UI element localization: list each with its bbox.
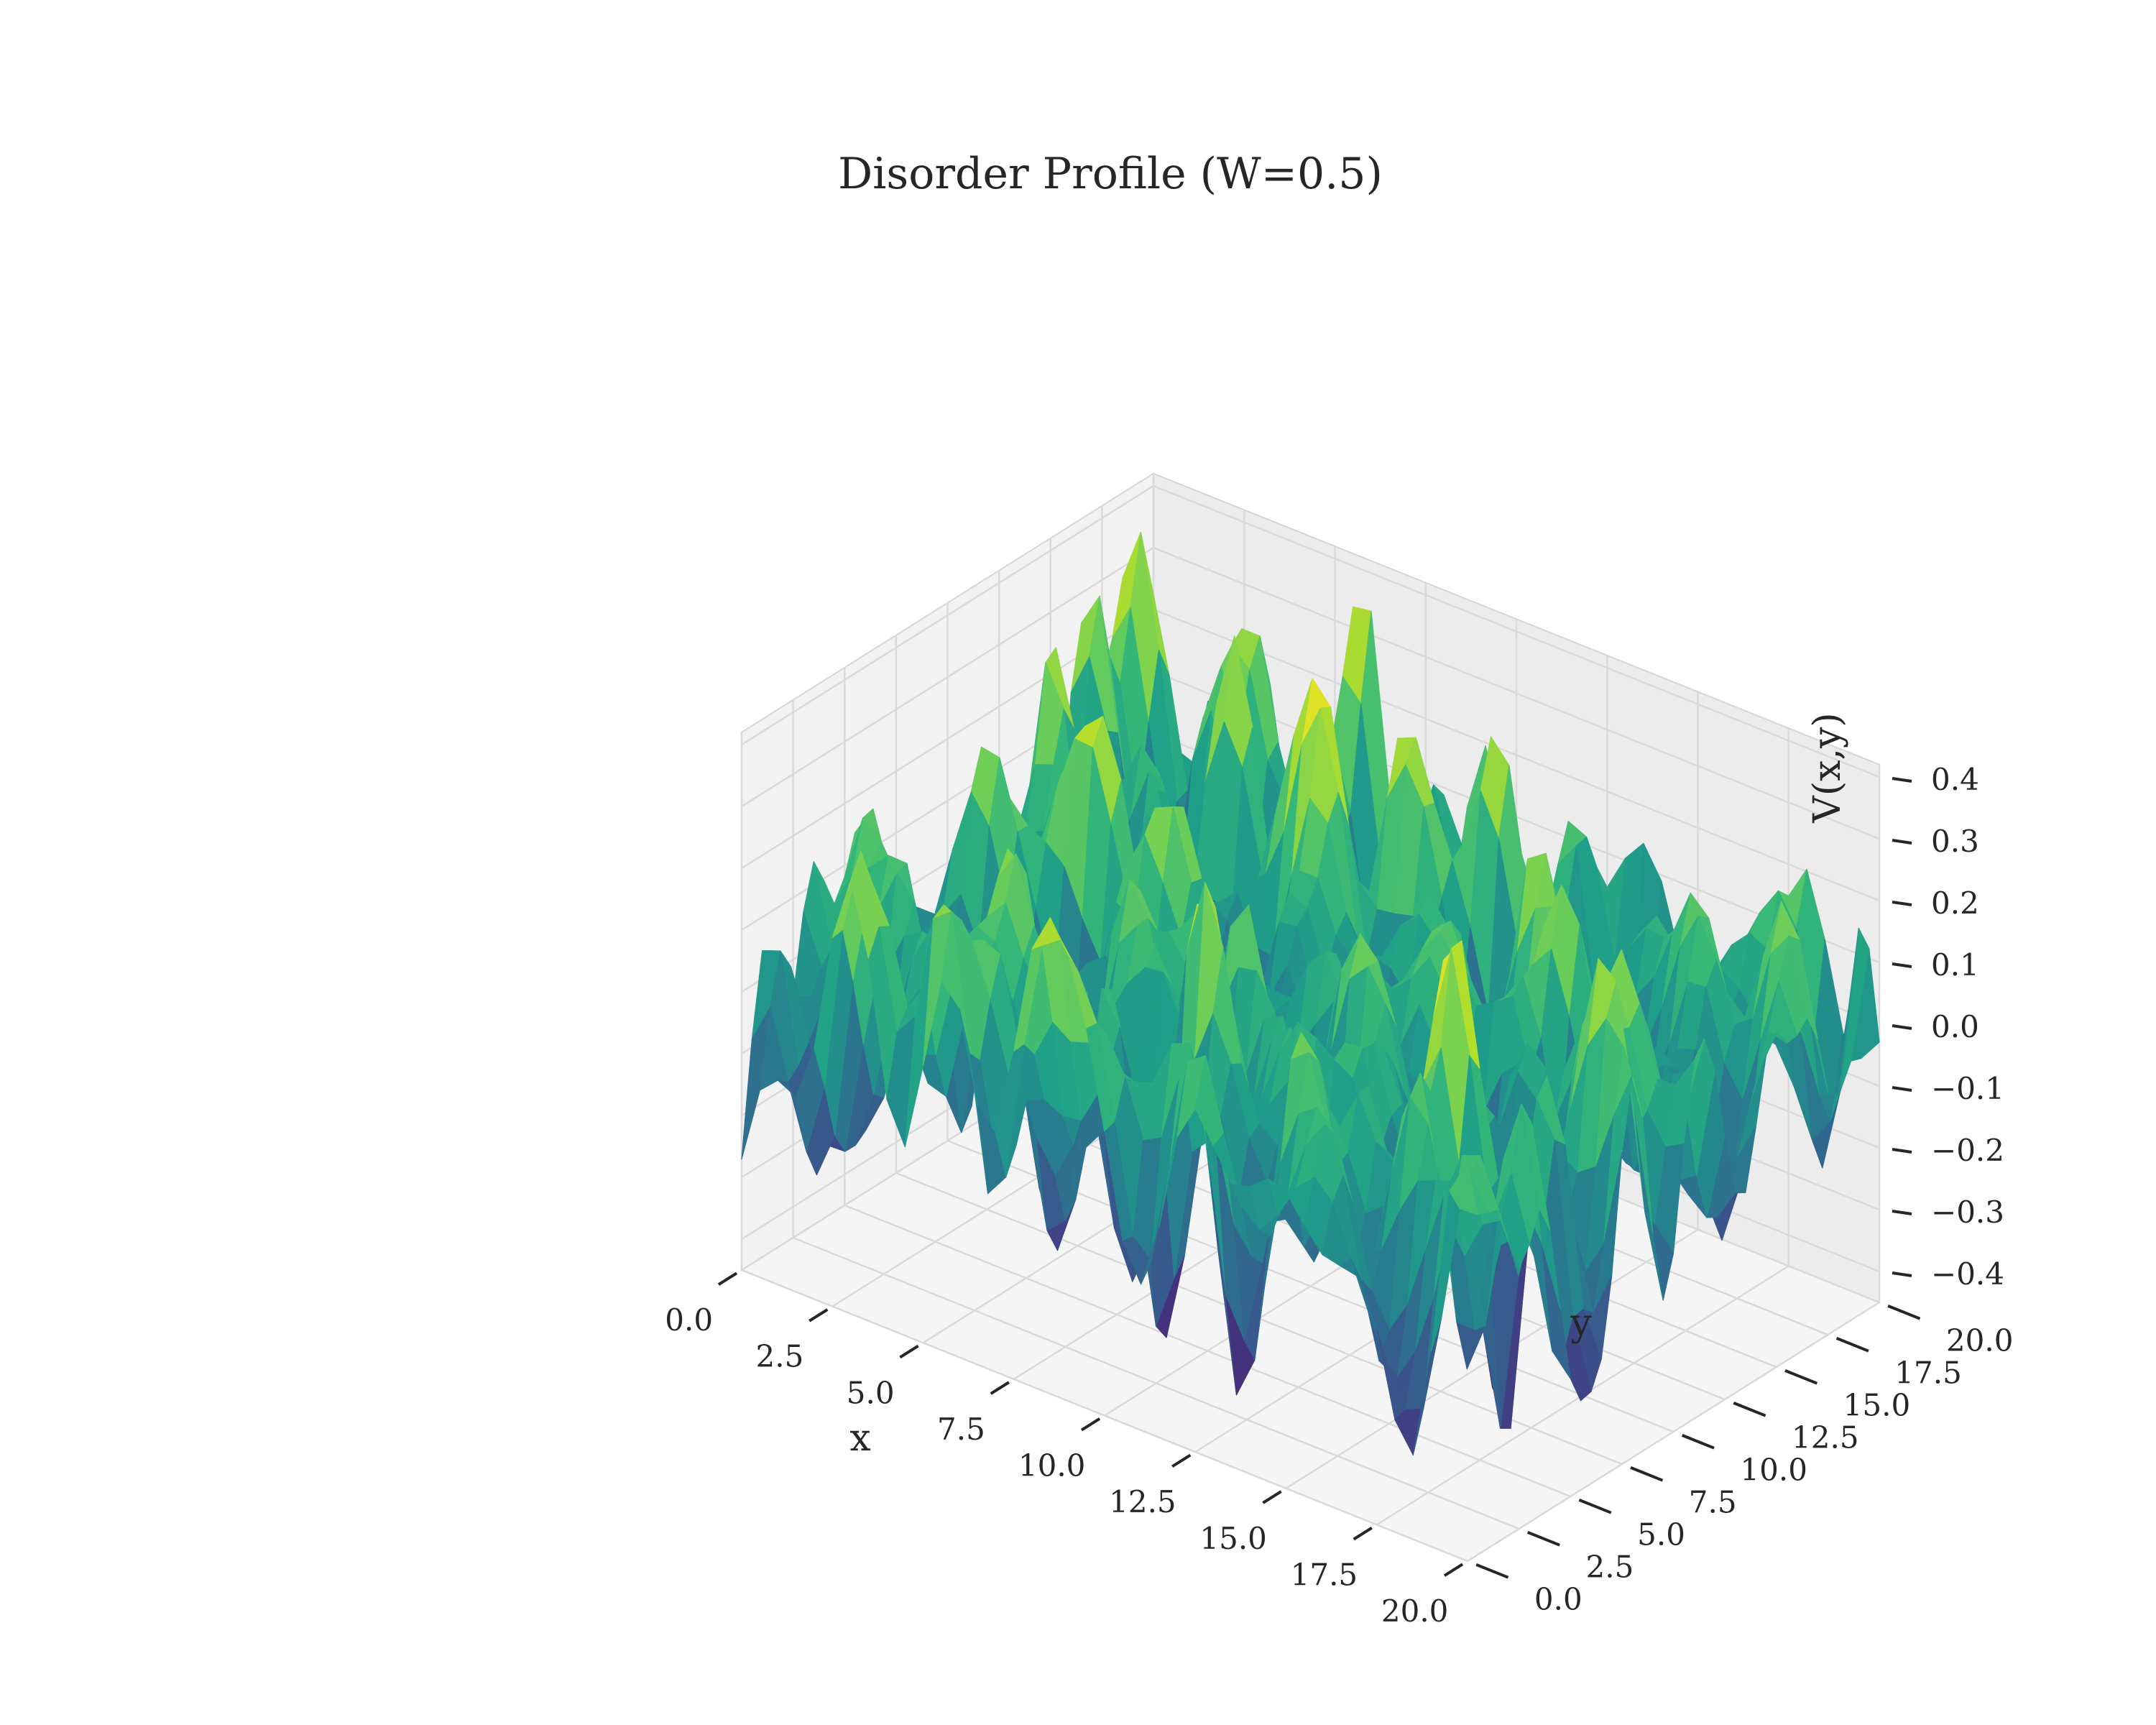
z-tick-label: −0.4 bbox=[1931, 1256, 2004, 1292]
side-gridline-z bbox=[741, 484, 1154, 746]
floor-gridline-y bbox=[741, 1269, 1468, 1563]
surface-mesh bbox=[741, 531, 1880, 1455]
y-tick-label: 15.0 bbox=[1843, 1387, 1911, 1422]
x-tick-mark bbox=[1171, 1453, 1192, 1468]
x-axis-label: x bbox=[849, 1417, 870, 1460]
x-tick-mark bbox=[717, 1271, 738, 1286]
side-gridline-z bbox=[741, 546, 1154, 808]
y-tick-mark bbox=[1733, 1402, 1766, 1417]
floor-gridline-y bbox=[844, 1204, 1571, 1498]
x-tick-label: 2.5 bbox=[756, 1339, 804, 1374]
x-tick-label: 12.5 bbox=[1109, 1484, 1176, 1519]
z-tick-label: 0.3 bbox=[1931, 824, 1979, 859]
y-tick-label: 12.5 bbox=[1792, 1420, 1859, 1455]
x-tick-mark bbox=[899, 1344, 919, 1359]
floor-gridline-y bbox=[793, 1236, 1520, 1530]
y-tick-mark bbox=[1475, 1563, 1509, 1579]
x-tick-label: 15.0 bbox=[1199, 1521, 1267, 1556]
z-tick-mark bbox=[1892, 777, 1912, 783]
x-tick-mark bbox=[1353, 1527, 1373, 1541]
y-tick-label: 5.0 bbox=[1637, 1517, 1685, 1552]
axis-ticks: 0.02.55.07.510.012.515.017.520.0 0.02.55.… bbox=[665, 762, 2013, 1629]
y-tick-mark bbox=[1887, 1305, 1921, 1320]
x-tick-label: 17.5 bbox=[1291, 1557, 1358, 1592]
z-tick-label: −0.1 bbox=[1931, 1071, 2004, 1106]
z-tick-mark bbox=[1892, 839, 1912, 845]
x-tick-label: 5.0 bbox=[847, 1375, 895, 1410]
y-tick-label: 10.0 bbox=[1740, 1452, 1807, 1487]
x-tick-mark bbox=[1080, 1417, 1101, 1432]
z-tick-label: 0.0 bbox=[1931, 1009, 1979, 1044]
back-gridline-z bbox=[1153, 546, 1880, 840]
z-tick-label: −0.2 bbox=[1931, 1133, 2004, 1168]
z-tick-label: −0.3 bbox=[1931, 1195, 2004, 1230]
chart-title: Disorder Profile (W=0.5) bbox=[838, 149, 1383, 199]
x-tick-label: 7.5 bbox=[937, 1412, 985, 1447]
z-tick-label: 0.4 bbox=[1931, 762, 1979, 797]
y-tick-label: 20.0 bbox=[1946, 1322, 2014, 1358]
z-tick-mark bbox=[1892, 1148, 1912, 1154]
y-axis-label: y bbox=[1570, 1302, 1592, 1345]
z-tick-label: 0.2 bbox=[1931, 886, 1979, 921]
y-tick-label: 7.5 bbox=[1689, 1484, 1737, 1519]
back-gridline-z bbox=[1153, 608, 1880, 902]
z-tick-mark bbox=[1892, 1086, 1912, 1092]
x-tick-mark bbox=[1262, 1490, 1282, 1504]
z-tick-mark bbox=[1892, 1024, 1912, 1030]
y-tick-mark bbox=[1527, 1531, 1560, 1547]
surface-facet bbox=[1449, 1163, 1478, 1215]
y-tick-mark bbox=[1681, 1434, 1715, 1450]
z-tick-label: 0.1 bbox=[1931, 947, 1979, 983]
z-tick-mark bbox=[1892, 962, 1912, 968]
x-tick-mark bbox=[990, 1381, 1010, 1395]
z-tick-mark bbox=[1892, 901, 1912, 906]
x-tick-label: 20.0 bbox=[1381, 1593, 1449, 1629]
y-tick-label: 17.5 bbox=[1894, 1355, 1962, 1390]
z-axis-label: V(x,y) bbox=[1806, 712, 1849, 823]
x-tick-mark bbox=[1443, 1563, 1464, 1577]
y-tick-mark bbox=[1784, 1369, 1818, 1385]
y-tick-mark bbox=[1578, 1499, 1612, 1514]
y-tick-mark bbox=[1835, 1337, 1869, 1353]
y-tick-label: 0.0 bbox=[1534, 1581, 1583, 1616]
back-gridline-z bbox=[1153, 484, 1880, 778]
z-tick-mark bbox=[1892, 1271, 1912, 1277]
y-tick-label: 2.5 bbox=[1586, 1549, 1634, 1584]
x-tick-label: 0.0 bbox=[665, 1302, 713, 1338]
x-tick-label: 10.0 bbox=[1018, 1448, 1086, 1484]
z-tick-mark bbox=[1892, 1210, 1912, 1215]
x-tick-mark bbox=[808, 1308, 829, 1322]
y-tick-mark bbox=[1630, 1466, 1664, 1482]
